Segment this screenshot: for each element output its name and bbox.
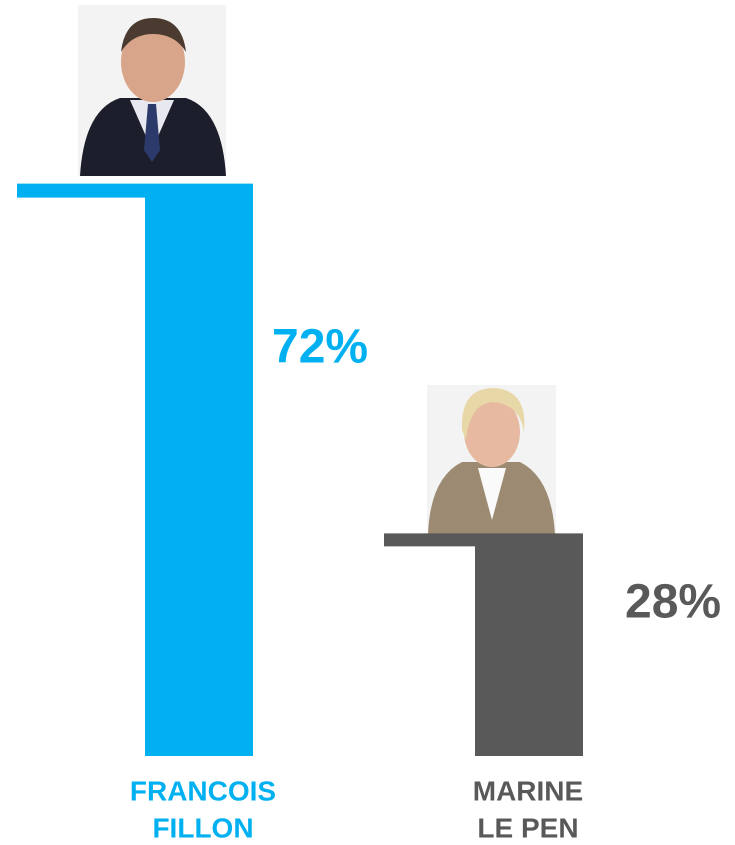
- value-label: 28%: [625, 575, 721, 628]
- category-label: FILLON: [152, 812, 253, 843]
- page: {"chart_data": {"type": "bar", "categori…: [0, 0, 735, 845]
- portrait: [427, 385, 556, 535]
- category-label: FRANCOIS: [130, 775, 276, 806]
- bar: [384, 533, 583, 756]
- bar: [17, 184, 253, 756]
- category-label: LE PEN: [477, 812, 578, 843]
- value-label: 72%: [272, 320, 368, 373]
- category-label: MARINE: [473, 775, 583, 806]
- portrait: [78, 5, 226, 176]
- chart: 72% FRANCOIS FILLON 28% MARINE LE PEN: [0, 0, 735, 845]
